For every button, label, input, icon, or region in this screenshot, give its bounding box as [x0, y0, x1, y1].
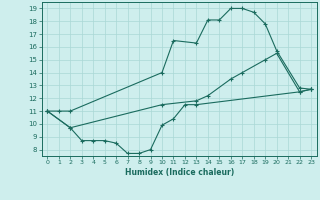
X-axis label: Humidex (Indice chaleur): Humidex (Indice chaleur) [124, 168, 234, 177]
